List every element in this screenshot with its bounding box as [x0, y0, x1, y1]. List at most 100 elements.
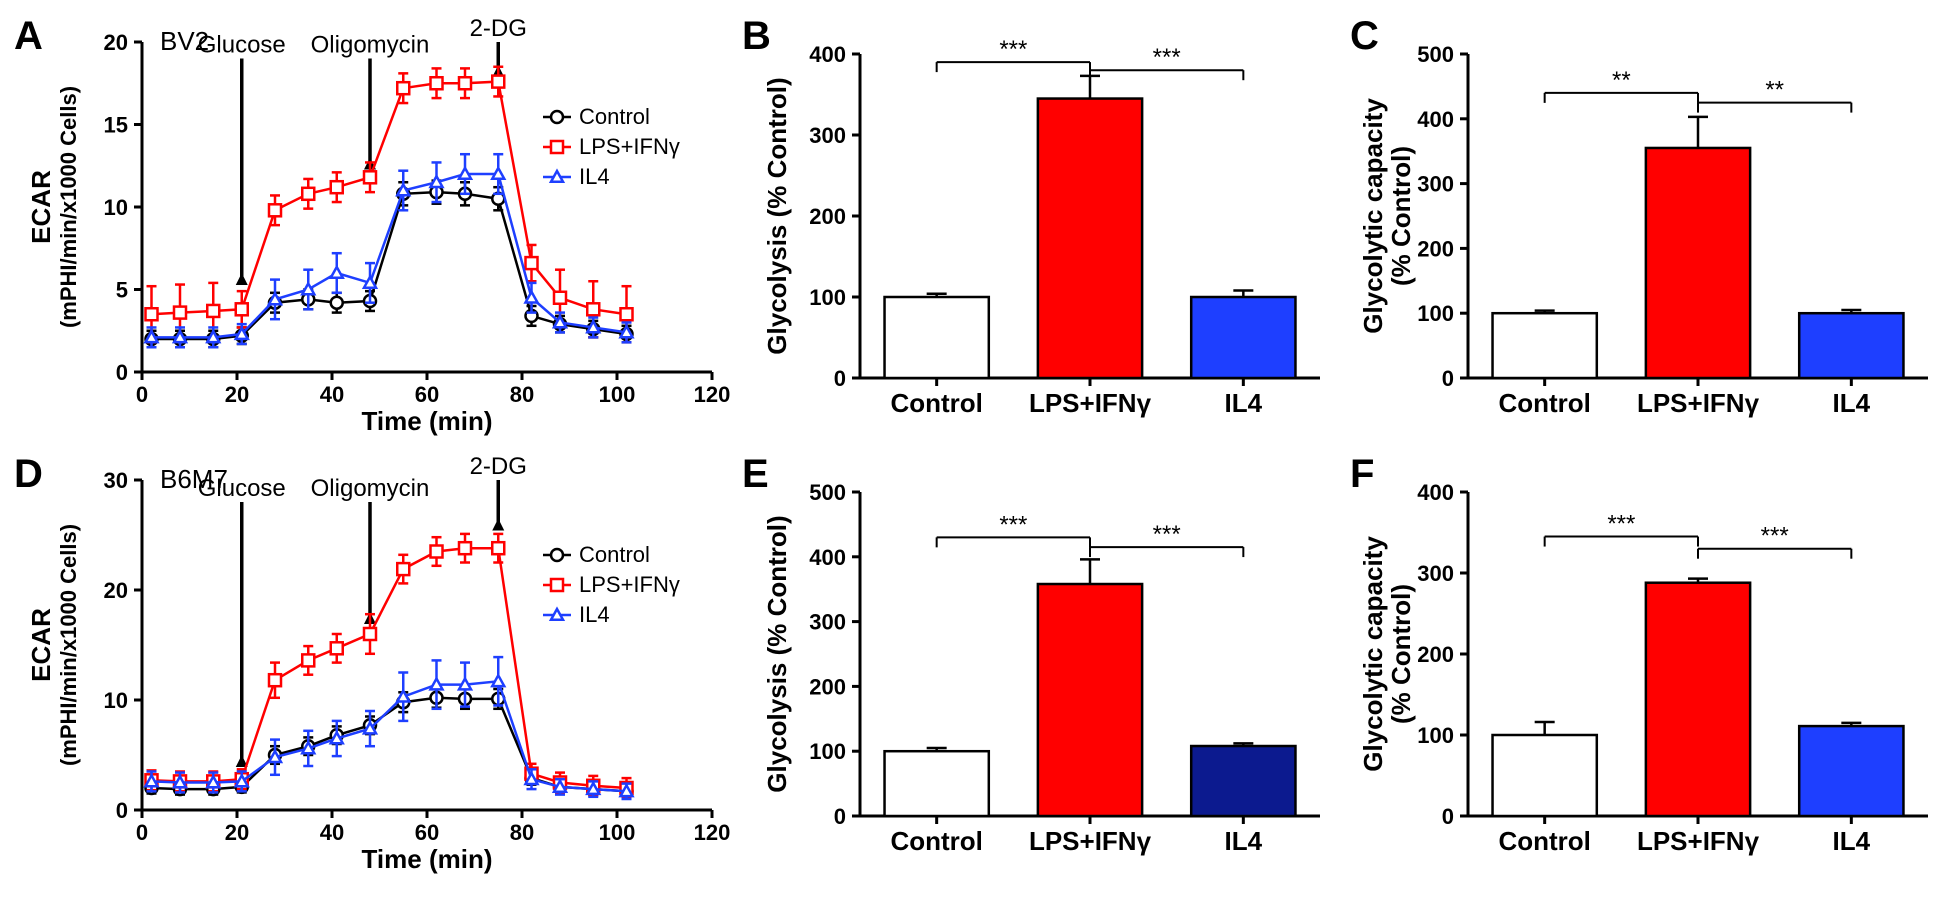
svg-text:300: 300 [1417, 561, 1454, 586]
panel-letter: A [14, 14, 43, 59]
panel-E: E 0100200300400500Glycolysis (% Control)… [740, 450, 1340, 880]
svg-text:LPS+IFNγ: LPS+IFNγ [1029, 388, 1152, 418]
panel-letter: F [1350, 452, 1374, 497]
svg-text:400: 400 [1417, 480, 1454, 505]
svg-text:200: 200 [809, 204, 846, 229]
svg-text:(% Control): (% Control) [1386, 146, 1416, 286]
svg-text:IL4: IL4 [1225, 388, 1263, 418]
svg-text:LPS+IFNγ: LPS+IFNγ [1637, 388, 1760, 418]
svg-text:20: 20 [104, 30, 128, 55]
svg-text:400: 400 [809, 545, 846, 570]
svg-text:120: 120 [694, 382, 731, 407]
svg-text:60: 60 [415, 820, 439, 845]
svg-text:0: 0 [834, 366, 846, 391]
svg-text:**: ** [1612, 67, 1631, 94]
svg-text:20: 20 [104, 578, 128, 603]
svg-text:Glycolytic capacity: Glycolytic capacity [1358, 536, 1388, 772]
chart-F: 0 100 200 300 400 Glycolytic capacity(% Contr… [1348, 450, 1946, 880]
svg-text:200: 200 [1417, 642, 1454, 667]
chart-D: 0 20 40 60 80 100 120 0 10 20 30 Time (min) ECAR(mPH… [12, 450, 732, 880]
svg-text:100: 100 [1417, 301, 1454, 326]
svg-text:40: 40 [320, 382, 344, 407]
svg-text:10: 10 [104, 688, 128, 713]
svg-text:0: 0 [1442, 804, 1454, 829]
svg-text:***: *** [999, 36, 1027, 63]
svg-text:400: 400 [809, 42, 846, 67]
svg-text:2-DG: 2-DG [470, 15, 527, 42]
svg-text:ECAR: ECAR [26, 170, 56, 244]
svg-text:Control: Control [1498, 826, 1590, 856]
chart-B: 0 100 200 300 400 Glycolysis (% Control) Contr… [740, 12, 1340, 442]
svg-text:100: 100 [599, 820, 636, 845]
svg-text:300: 300 [809, 123, 846, 148]
svg-text:LPS+IFNγ: LPS+IFNγ [579, 572, 680, 597]
panel-letter: E [742, 452, 769, 497]
svg-text:100: 100 [599, 382, 636, 407]
svg-text:(% Control): (% Control) [1386, 584, 1416, 724]
panel-letter: C [1350, 14, 1379, 59]
svg-text:100: 100 [809, 285, 846, 310]
svg-text:500: 500 [1417, 42, 1454, 67]
svg-text:Control: Control [579, 104, 650, 129]
svg-text:**: ** [1765, 77, 1784, 104]
svg-text:100: 100 [1417, 723, 1454, 748]
svg-text:40: 40 [320, 820, 344, 845]
svg-text:***: *** [1607, 511, 1635, 538]
svg-text:LPS+IFNγ: LPS+IFNγ [1029, 826, 1152, 856]
panel-B: B 0 100 200 300 400 Glycolysis (% Control) Con… [740, 12, 1340, 442]
svg-text:120: 120 [694, 820, 731, 845]
panel-letter: B [742, 14, 771, 59]
svg-text:5: 5 [116, 278, 128, 303]
svg-text:IL4: IL4 [579, 602, 610, 627]
svg-text:(mPHI/min/x1000 Cells): (mPHI/min/x1000 Cells) [56, 524, 81, 766]
figure-grid: A 02040608010012005101520Time (min)ECAR(… [12, 12, 1934, 880]
panel-C: C 0100200300400500Glycolytic capacity(% … [1348, 12, 1946, 442]
svg-text:2-DG: 2-DG [470, 453, 527, 480]
chart-E: 0100200300400500Glycolysis (% Control)Co… [740, 450, 1340, 880]
svg-text:0: 0 [1442, 366, 1454, 391]
svg-text:IL4: IL4 [1225, 826, 1263, 856]
svg-text:Time (min): Time (min) [362, 844, 493, 874]
svg-text:Control: Control [890, 388, 982, 418]
svg-text:Control: Control [890, 826, 982, 856]
svg-text:80: 80 [510, 382, 534, 407]
svg-text:***: *** [1153, 44, 1181, 71]
svg-text:IL4: IL4 [1833, 826, 1871, 856]
svg-text:200: 200 [809, 674, 846, 699]
svg-text:(mPHI/min/x1000 Cells): (mPHI/min/x1000 Cells) [56, 86, 81, 328]
svg-text:Glucose: Glucose [198, 475, 286, 502]
svg-text:***: *** [999, 511, 1027, 538]
svg-text:Glucose: Glucose [198, 32, 286, 59]
svg-text:500: 500 [809, 480, 846, 505]
svg-text:Control: Control [579, 542, 650, 567]
svg-text:15: 15 [104, 113, 128, 138]
svg-text:Time (min): Time (min) [362, 406, 493, 436]
svg-text:0: 0 [136, 382, 148, 407]
svg-text:Glycolysis (% Control): Glycolysis (% Control) [762, 515, 792, 792]
svg-text:300: 300 [1417, 172, 1454, 197]
svg-text:Control: Control [1498, 388, 1590, 418]
panel-letter: D [14, 452, 43, 497]
svg-text:LPS+IFNγ: LPS+IFNγ [579, 134, 680, 159]
svg-text:0: 0 [116, 798, 128, 823]
chart-A: 0 20 40 60 80 100 120 0 5 10 15 20 Time (min) ECAR(mP… [12, 12, 732, 442]
svg-text:300: 300 [809, 610, 846, 635]
svg-text:80: 80 [510, 820, 534, 845]
svg-text:30: 30 [104, 468, 128, 493]
chart-C: 0100200300400500Glycolytic capacity(% Co… [1348, 12, 1946, 442]
svg-text:60: 60 [415, 382, 439, 407]
svg-text:0: 0 [136, 820, 148, 845]
panel-D: D 0 20 40 60 80 100 120 0 10 20 30 Time (min) ECAR(m… [12, 450, 732, 880]
svg-text:100: 100 [809, 739, 846, 764]
svg-text:20: 20 [225, 382, 249, 407]
svg-text:IL4: IL4 [1833, 388, 1871, 418]
svg-text:***: *** [1153, 521, 1181, 548]
svg-text:10: 10 [104, 195, 128, 220]
svg-text:0: 0 [116, 360, 128, 385]
panel-F: F 0 100 200 300 400 Glycolytic capacity(% Con… [1348, 450, 1946, 880]
svg-text:20: 20 [225, 820, 249, 845]
svg-text:400: 400 [1417, 107, 1454, 132]
svg-text:200: 200 [1417, 236, 1454, 261]
svg-text:ECAR: ECAR [26, 608, 56, 682]
svg-text:Glycolysis (% Control): Glycolysis (% Control) [762, 77, 792, 354]
